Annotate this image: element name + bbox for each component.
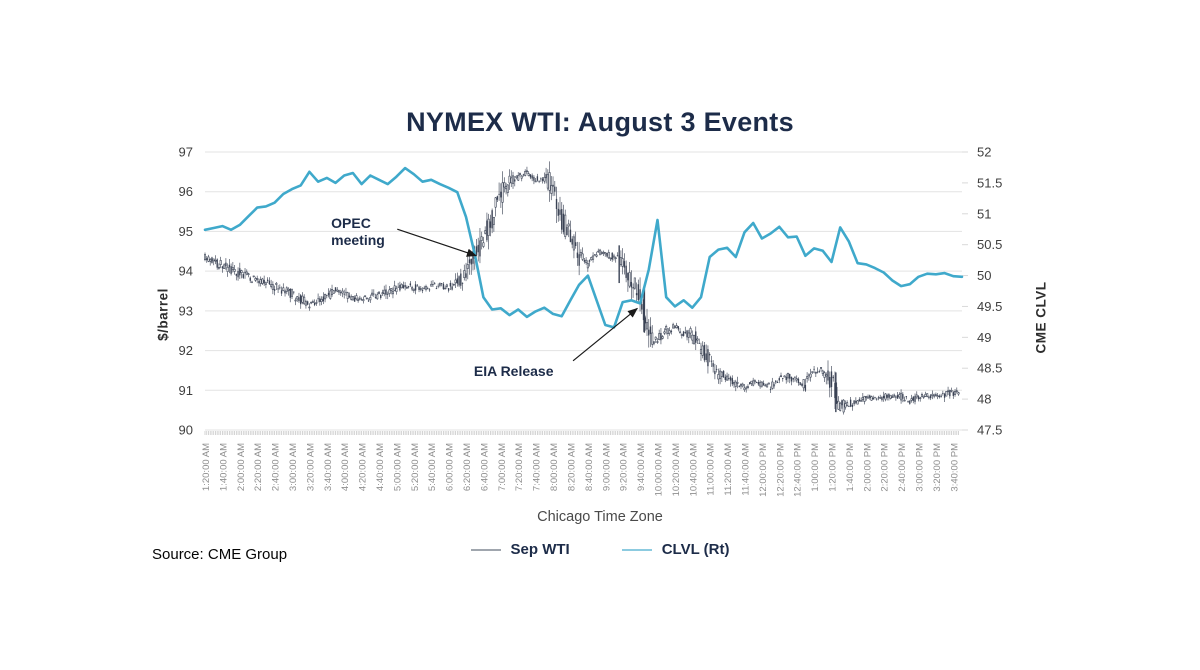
svg-text:5:20:00 AM: 5:20:00 AM [410, 443, 421, 491]
svg-text:49: 49 [977, 330, 991, 345]
svg-text:2:40:00 AM: 2:40:00 AM [271, 443, 282, 491]
svg-text:94: 94 [179, 264, 193, 279]
legend-swatch-sep-wti [470, 548, 501, 551]
grid-horizontal [205, 151, 962, 431]
svg-text:6:00:00 AM: 6:00:00 AM [445, 443, 456, 491]
y-left-tick-labels: 97 96 95 94 93 92 91 90 [179, 145, 193, 438]
svg-text:11:00:00 AM: 11:00:00 AM [706, 443, 717, 496]
legend: Sep WTI CLVL (Rt) [0, 541, 1200, 558]
svg-text:50: 50 [977, 268, 991, 283]
svg-text:8:20:00 AM: 8:20:00 AM [566, 443, 577, 491]
svg-text:91: 91 [179, 383, 193, 398]
svg-text:8:00:00 AM: 8:00:00 AM [549, 443, 560, 491]
svg-text:52: 52 [977, 145, 991, 160]
svg-text:3:40:00 AM: 3:40:00 AM [323, 443, 334, 491]
svg-text:95: 95 [179, 224, 193, 239]
svg-text:10:00:00 AM: 10:00:00 AM [653, 443, 664, 496]
svg-text:96: 96 [179, 184, 193, 199]
annotation-arrows [397, 228, 638, 362]
svg-text:3:40:00 PM: 3:40:00 PM [949, 443, 960, 492]
svg-text:9:00:00 AM: 9:00:00 AM [601, 443, 612, 491]
svg-text:11:20:00 AM: 11:20:00 AM [723, 443, 734, 496]
svg-text:6:40:00 AM: 6:40:00 AM [479, 443, 490, 491]
svg-text:12:40:00 PM: 12:40:00 PM [793, 443, 804, 497]
svg-text:1:00:00 PM: 1:00:00 PM [810, 443, 821, 492]
source-note: Source: CME Group [152, 546, 288, 563]
svg-text:3:20:00 PM: 3:20:00 PM [932, 443, 943, 492]
svg-text:6:20:00 AM: 6:20:00 AM [462, 443, 473, 491]
svg-text:9:40:00 AM: 9:40:00 AM [636, 443, 647, 491]
svg-text:2:20:00 PM: 2:20:00 PM [880, 443, 891, 492]
svg-text:51: 51 [977, 206, 991, 221]
legend-item-sep-wti: Sep WTI [470, 541, 570, 558]
svg-text:93: 93 [179, 303, 193, 318]
svg-text:48.5: 48.5 [977, 361, 1002, 376]
annotation-opec-meeting: OPEC meeting [331, 215, 385, 248]
svg-text:9:20:00 AM: 9:20:00 AM [619, 443, 630, 491]
clvl-line [203, 166, 964, 329]
svg-text:4:00:00 AM: 4:00:00 AM [340, 443, 351, 491]
svg-text:3:20:00 AM: 3:20:00 AM [305, 443, 316, 491]
svg-text:47.5: 47.5 [977, 423, 1002, 438]
svg-text:2:00:00 PM: 2:00:00 PM [862, 443, 873, 492]
x-tick-labels: 1:20:00 AM 1:40:00 AM 2:00:00 AM 2:20:00 AM… [201, 443, 960, 497]
x-axis-title: Chicago Time Zone [537, 509, 663, 525]
svg-text:51.5: 51.5 [977, 175, 1002, 190]
wti-candles [204, 161, 960, 415]
svg-text:4:20:00 AM: 4:20:00 AM [358, 443, 369, 491]
y-right-tick-labels: 52 51.5 51 50.5 50 49.5 49 48.5 48 47.5 [977, 145, 1002, 438]
annotation-eia-release: EIA Release [473, 363, 554, 380]
svg-text:7:40:00 AM: 7:40:00 AM [532, 443, 543, 491]
svg-text:8:40:00 AM: 8:40:00 AM [584, 443, 595, 491]
legend-label-clvl: CLVL (Rt) [661, 541, 730, 558]
svg-text:5:40:00 AM: 5:40:00 AM [427, 443, 438, 491]
x-minor-ticks [204, 431, 959, 435]
svg-text:1:40:00 PM: 1:40:00 PM [845, 443, 856, 492]
legend-swatch-clvl [621, 548, 652, 551]
svg-text:12:00:00 PM: 12:00:00 PM [758, 443, 769, 497]
svg-text:1:40:00 AM: 1:40:00 AM [218, 443, 229, 491]
svg-text:3:00:00 AM: 3:00:00 AM [288, 443, 299, 491]
svg-text:7:20:00 AM: 7:20:00 AM [514, 443, 525, 491]
svg-text:7:00:00 AM: 7:00:00 AM [497, 443, 508, 491]
svg-text:49.5: 49.5 [977, 299, 1002, 314]
svg-text:11:40:00 AM: 11:40:00 AM [740, 443, 751, 496]
svg-text:48: 48 [977, 392, 991, 407]
svg-text:5:00:00 AM: 5:00:00 AM [392, 443, 403, 491]
svg-text:1:20:00 AM: 1:20:00 AM [201, 443, 212, 491]
svg-text:4:40:00 AM: 4:40:00 AM [375, 443, 386, 491]
svg-text:2:00:00 AM: 2:00:00 AM [236, 443, 247, 491]
svg-text:12:20:00 PM: 12:20:00 PM [775, 443, 786, 497]
svg-text:92: 92 [179, 343, 193, 358]
svg-text:2:20:00 AM: 2:20:00 AM [253, 443, 264, 491]
legend-item-clvl: CLVL (Rt) [621, 541, 730, 558]
svg-text:2:40:00 PM: 2:40:00 PM [897, 443, 908, 492]
svg-text:3:00:00 PM: 3:00:00 PM [914, 443, 925, 492]
svg-text:97: 97 [179, 145, 193, 160]
right-axis-ticks [962, 151, 968, 431]
legend-label-sep-wti: Sep WTI [510, 541, 570, 558]
svg-text:90: 90 [179, 423, 193, 438]
svg-text:10:20:00 AM: 10:20:00 AM [671, 443, 682, 496]
svg-text:1:20:00 PM: 1:20:00 PM [827, 443, 838, 492]
chart-title: NYMEX WTI: August 3 Events [406, 107, 794, 137]
svg-text:50.5: 50.5 [977, 237, 1002, 252]
svg-text:10:40:00 AM: 10:40:00 AM [688, 443, 699, 496]
